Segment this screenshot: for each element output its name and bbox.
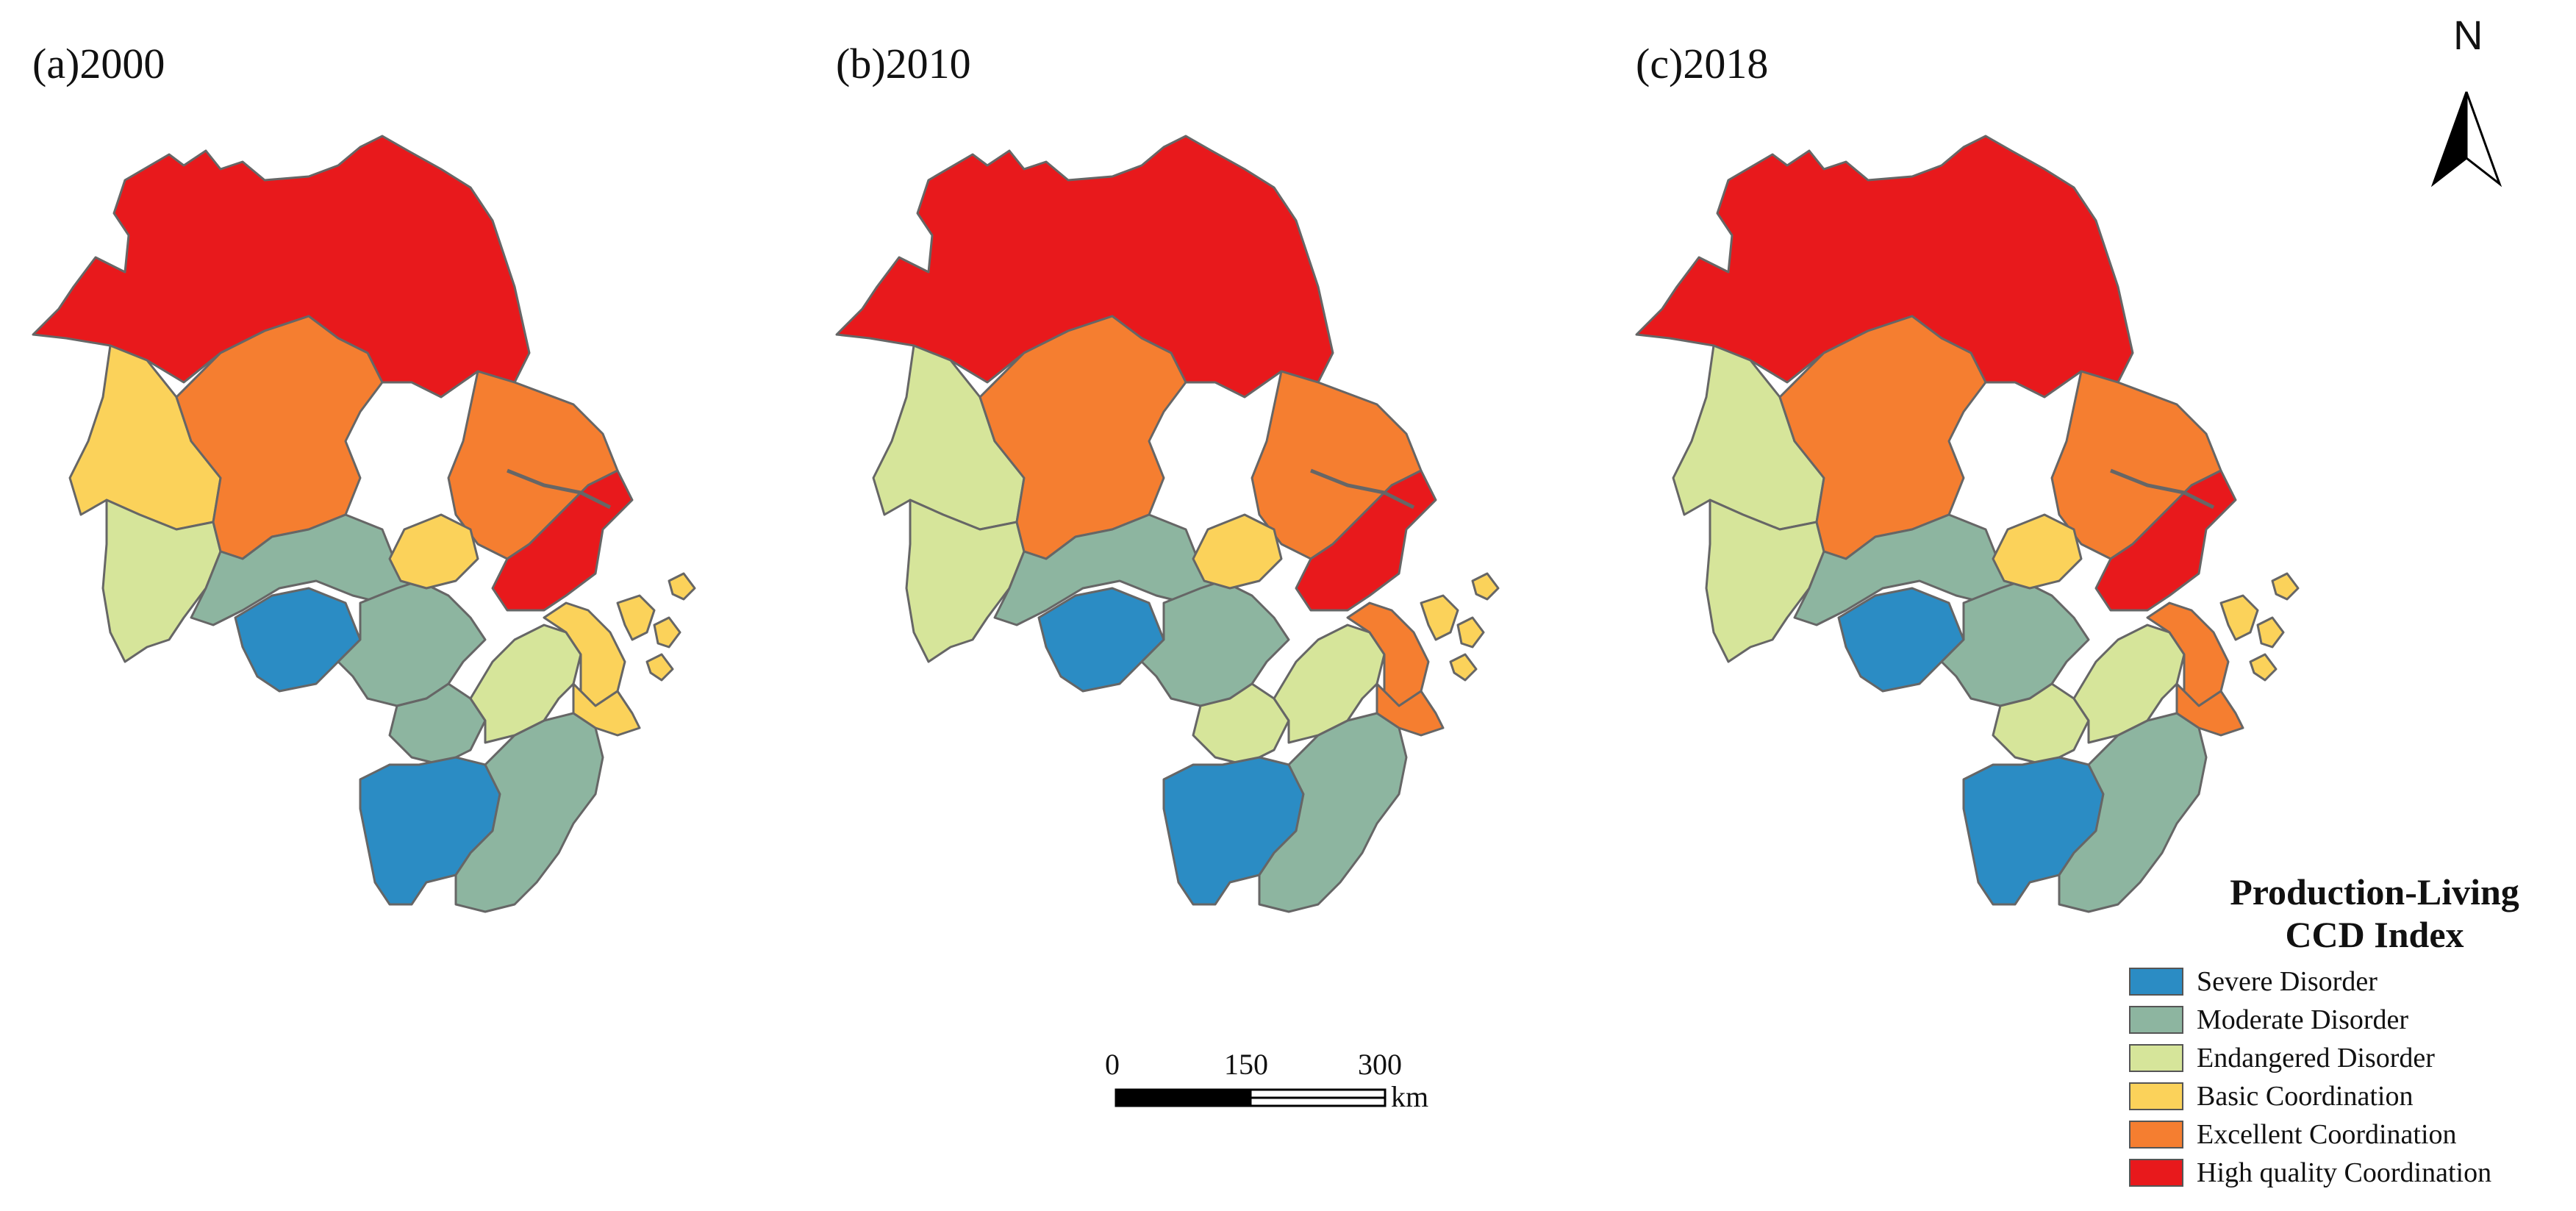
legend-label: Excellent Coordination — [2197, 1119, 2457, 1150]
legend-label: Endangered Disorder — [2197, 1043, 2435, 1074]
legend-swatch — [2129, 1044, 2183, 1072]
region-zhejiang-mid — [1992, 682, 2090, 766]
region-zhejiang-center — [1940, 579, 2090, 707]
legend-swatch — [2129, 968, 2183, 996]
legend-item-endangered: Endangered Disorder — [2129, 1043, 2435, 1074]
legend-item-excellent: Excellent Coordination — [2129, 1119, 2457, 1150]
legend-label: Basic Coordination — [2197, 1081, 2414, 1112]
scale-unit: km — [1391, 1080, 1429, 1113]
region-coast — [1295, 469, 1437, 612]
river-estuary — [507, 468, 612, 510]
region-zhejiang-ne-c — [1375, 682, 1445, 737]
legend-item-basic: Basic Coordination — [2129, 1081, 2414, 1112]
region-anhui-south — [190, 513, 413, 626]
legend-swatch — [2129, 1159, 2183, 1187]
region-north — [32, 135, 531, 399]
panel-title-2000: (a)2000 — [32, 40, 165, 87]
map-2010 — [835, 135, 1500, 913]
legend-swatch — [2129, 1082, 2183, 1110]
region-zhejiang-se — [454, 712, 604, 913]
region-coast — [2094, 469, 2237, 612]
panel-title-2018: (c)2018 — [1636, 40, 1769, 87]
region-coast — [491, 469, 634, 612]
region-zhejiang-ne-c — [2175, 682, 2244, 737]
legend-swatch — [2129, 1006, 2183, 1034]
region-zhejiang-ne-c — [572, 682, 641, 737]
legend-label: Severe Disorder — [2197, 966, 2378, 997]
legend-title-line1: Production-Living — [2230, 871, 2519, 912]
region-anhui-south — [1793, 513, 2017, 626]
region-southwest — [101, 499, 222, 663]
scale-tick-150: 150 — [1224, 1048, 1268, 1081]
region-anhui-south — [993, 513, 1217, 626]
legend-title-line2: CCD Index — [2285, 914, 2464, 955]
map-2000 — [32, 135, 696, 913]
river-estuary — [2110, 468, 2215, 510]
river-estuary — [1310, 468, 1415, 510]
legend-item-severe: Severe Disorder — [2129, 966, 2378, 997]
legend-swatch — [2129, 1121, 2183, 1149]
region-zhejiang-center — [337, 579, 487, 707]
region-islands — [1420, 572, 1500, 682]
legend-label: Moderate Disorder — [2197, 1004, 2409, 1035]
north-label: N — [2453, 12, 2483, 58]
north-arrow-icon — [2430, 91, 2502, 187]
region-islands — [616, 572, 696, 682]
scale-bar — [1115, 1088, 1387, 1107]
region-zhejiang-center — [1140, 579, 1290, 707]
region-southwest — [905, 499, 1026, 663]
region-zhejiang-se — [2058, 712, 2208, 913]
scale-tick-300: 300 — [1358, 1048, 1402, 1081]
map-2018 — [1635, 135, 2300, 913]
region-islands — [2219, 572, 2300, 682]
legend-label: High quality Coordination — [2197, 1157, 2492, 1188]
scale-tick-0: 0 — [1105, 1048, 1120, 1081]
region-shanghai-band — [1192, 513, 1283, 590]
legend-item-moderate: Moderate Disorder — [2129, 1004, 2409, 1035]
region-shanghai-band — [1992, 513, 2083, 590]
region-shanghai-band — [388, 513, 479, 590]
region-north — [1635, 135, 2134, 399]
legend-item-high: High quality Coordination — [2129, 1157, 2492, 1188]
region-southwest — [1705, 499, 1825, 663]
region-zhejiang-mid — [1192, 682, 1290, 766]
region-zhejiang-se — [1258, 712, 1408, 913]
region-zhejiang-mid — [388, 682, 487, 766]
panel-title-2010: (b)2010 — [836, 40, 971, 87]
region-north — [835, 135, 1334, 399]
